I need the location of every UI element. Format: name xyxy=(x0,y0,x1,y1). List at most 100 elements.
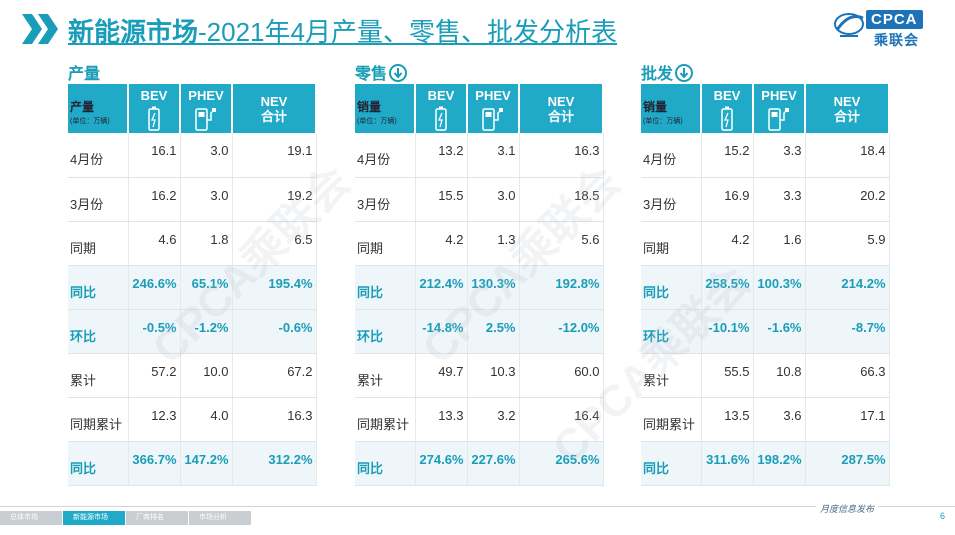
charging-station-icon xyxy=(195,108,216,131)
phev-cell: 3.6 xyxy=(753,397,806,442)
nev-cell: 214.2% xyxy=(805,265,890,310)
nev-cell: 60.0 xyxy=(519,353,604,398)
row-label: 同比 xyxy=(355,265,416,310)
nev-cell: 195.4% xyxy=(232,265,317,310)
bev-cell: 15.5 xyxy=(415,177,468,222)
row-label: 3月份 xyxy=(641,177,702,222)
table-row: 4月份 16.1 3.0 19.1 xyxy=(68,133,317,178)
table-row: 累计 57.2 10.0 67.2 xyxy=(68,353,317,398)
data-table: 产量 (单位：万辆) BEV PHEV NEV 合计 4月份 16.1 3.0 19.1 3月份 16… xyxy=(68,84,317,486)
nev-cell: 20.2 xyxy=(805,177,890,222)
nev-cell: 18.5 xyxy=(519,177,604,222)
row-label: 同期 xyxy=(68,221,129,266)
bev-cell: 16.1 xyxy=(128,133,181,178)
phev-cell: 10.8 xyxy=(753,353,806,398)
panel-label: 批发 xyxy=(641,60,694,84)
charging-station-icon xyxy=(768,108,789,131)
phev-cell: 3.0 xyxy=(467,177,520,222)
phev-cell: 65.1% xyxy=(180,265,233,310)
table-row: 累计 49.7 10.3 60.0 xyxy=(355,353,604,398)
phev-cell: 3.3 xyxy=(753,133,806,178)
arrow-down-circle-icon xyxy=(389,64,408,82)
row-label: 同比 xyxy=(641,441,702,486)
bev-cell: -14.8% xyxy=(415,309,468,354)
logo-cn-text: 乘联会 xyxy=(874,32,919,48)
nev-cell: 16.3 xyxy=(519,133,604,178)
nev-cell: 16.3 xyxy=(232,397,317,442)
cpca-logo: CPCA 乘联会 xyxy=(832,6,942,48)
bev-cell: 212.4% xyxy=(415,265,468,310)
data-table: 销量 (单位：万辆) BEV PHEV NEV 合计 4月份 13.2 3.1 16.3 3月份 15… xyxy=(355,84,604,486)
row-label: 3月份 xyxy=(355,177,416,222)
footer-tab-2[interactable]: 厂商排名 xyxy=(126,511,188,525)
header-phev: PHEV xyxy=(180,84,233,133)
battery-icon xyxy=(721,106,733,131)
row-label: 4月份 xyxy=(355,133,416,178)
bev-cell: 13.3 xyxy=(415,397,468,442)
nev-cell: 19.2 xyxy=(232,177,317,222)
panel-label: 零售 xyxy=(355,60,408,84)
nev-cell: 19.1 xyxy=(232,133,317,178)
header-phev: PHEV xyxy=(467,84,520,133)
phev-cell: 198.2% xyxy=(753,441,806,486)
bev-cell: -0.5% xyxy=(128,309,181,354)
table-row: 同比 246.6% 65.1% 195.4% xyxy=(68,265,317,310)
phev-cell: 1.6 xyxy=(753,221,806,266)
globe-logo-icon xyxy=(834,13,864,37)
bev-cell: 366.7% xyxy=(128,441,181,486)
phev-cell: 3.1 xyxy=(467,133,520,178)
row-label: 4月份 xyxy=(68,133,129,178)
logo-cpca-text: CPCA xyxy=(866,10,923,29)
nev-cell: 66.3 xyxy=(805,353,890,398)
footer-tab-1[interactable]: 新能源市场 xyxy=(63,511,125,525)
bev-cell: 274.6% xyxy=(415,441,468,486)
data-table: 销量 (单位：万辆) BEV PHEV NEV 合计 4月份 15.2 3.3 18.4 3月份 16… xyxy=(641,84,890,486)
charging-station-icon xyxy=(482,108,503,131)
phev-cell: 100.3% xyxy=(753,265,806,310)
bev-cell: 311.6% xyxy=(701,441,754,486)
row-label: 同期累计 xyxy=(355,397,416,442)
table-row: 累计 55.5 10.8 66.3 xyxy=(641,353,890,398)
nev-cell: 18.4 xyxy=(805,133,890,178)
table-row: 环比 -10.1% -1.6% -8.7% xyxy=(641,309,890,354)
footer-nav: 总体市场 新能源市场 厂商排名 市场分析 xyxy=(0,511,252,527)
bev-cell: 246.6% xyxy=(128,265,181,310)
footer-tab-3[interactable]: 市场分析 xyxy=(189,511,251,525)
table-row: 同期 4.6 1.8 6.5 xyxy=(68,221,317,266)
phev-cell: 3.0 xyxy=(180,133,233,178)
chevron-right-icon xyxy=(22,14,58,44)
nev-cell: 67.2 xyxy=(232,353,317,398)
table-header-row: 销量 (单位：万辆) BEV PHEV NEV 合计 xyxy=(641,84,890,133)
bev-cell: 4.2 xyxy=(415,221,468,266)
row-label: 累计 xyxy=(355,353,416,398)
phev-cell: 227.6% xyxy=(467,441,520,486)
table-header-row: 销量 (单位：万辆) BEV PHEV NEV 合计 xyxy=(355,84,604,133)
footer-tab-0[interactable]: 总体市场 xyxy=(0,511,62,525)
table-row: 同比 366.7% 147.2% 312.2% xyxy=(68,441,317,486)
nev-cell: -12.0% xyxy=(519,309,604,354)
table-row: 同比 212.4% 130.3% 192.8% xyxy=(355,265,604,310)
battery-icon xyxy=(435,106,447,131)
bev-cell: 57.2 xyxy=(128,353,181,398)
table-row: 同期累计 12.3 4.0 16.3 xyxy=(68,397,317,442)
phev-cell: 10.0 xyxy=(180,353,233,398)
header-phev: PHEV xyxy=(753,84,806,133)
nev-cell: 312.2% xyxy=(232,441,317,486)
header-metric: 销量 (单位：万辆) xyxy=(641,84,702,133)
row-label: 同期累计 xyxy=(68,397,129,442)
bev-cell: 13.5 xyxy=(701,397,754,442)
phev-cell: -1.2% xyxy=(180,309,233,354)
bev-cell: -10.1% xyxy=(701,309,754,354)
table-row: 同期累计 13.5 3.6 17.1 xyxy=(641,397,890,442)
row-label: 累计 xyxy=(641,353,702,398)
table-row: 3月份 16.9 3.3 20.2 xyxy=(641,177,890,222)
table-row: 同比 311.6% 198.2% 287.5% xyxy=(641,441,890,486)
table-row: 环比 -14.8% 2.5% -12.0% xyxy=(355,309,604,354)
phev-cell: 4.0 xyxy=(180,397,233,442)
row-label: 同比 xyxy=(68,441,129,486)
table-row: 4月份 13.2 3.1 16.3 xyxy=(355,133,604,178)
bev-cell: 49.7 xyxy=(415,353,468,398)
row-label: 同比 xyxy=(641,265,702,310)
nev-cell: 265.6% xyxy=(519,441,604,486)
panel-label: 产量 xyxy=(68,66,101,83)
